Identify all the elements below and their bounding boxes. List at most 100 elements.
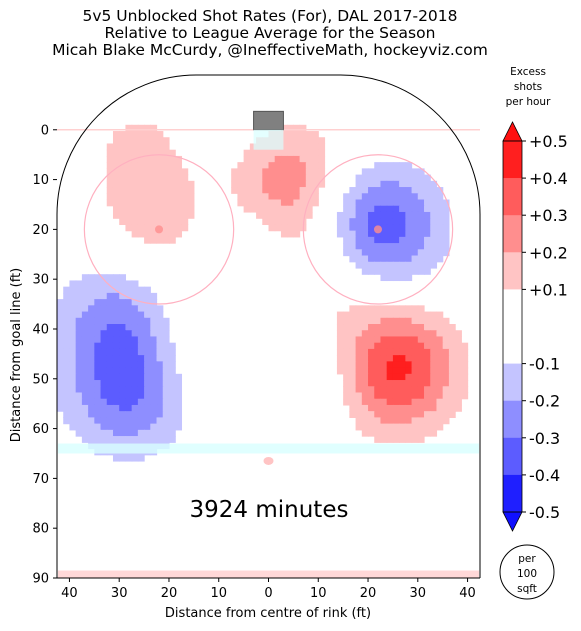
heat-cell	[343, 205, 350, 213]
heat-cell	[336, 336, 344, 344]
heat-cell	[436, 187, 444, 194]
faceoff-dot	[155, 225, 164, 234]
heat-cell	[249, 187, 257, 194]
heat-cell	[75, 373, 83, 381]
heat-cell	[144, 124, 151, 132]
heat-cell	[448, 355, 456, 362]
heat-cell	[112, 162, 120, 169]
heat-cell	[442, 205, 450, 213]
heat-cell	[349, 211, 357, 219]
heat-cell	[150, 398, 158, 406]
heat-cell	[63, 292, 71, 300]
heat-cell	[349, 311, 357, 319]
heat-cell	[442, 230, 450, 238]
heat-cell	[256, 193, 263, 201]
heat-cell	[405, 187, 413, 194]
heat-cell	[150, 187, 158, 194]
heat-cell	[448, 324, 456, 331]
heat-cell	[88, 311, 95, 319]
heat-cell	[162, 373, 170, 381]
heat-cell	[368, 367, 375, 375]
heat-cell	[280, 137, 288, 145]
heat-cell	[125, 299, 133, 306]
heat-cell	[137, 174, 145, 182]
heat-cell	[75, 292, 83, 300]
heat-cell	[368, 355, 375, 362]
heat-cell	[187, 193, 195, 201]
heat-cell	[386, 199, 394, 207]
heat-cell	[280, 124, 288, 132]
heat-cell	[392, 355, 400, 362]
heat-cell	[57, 330, 64, 338]
heat-cell	[374, 367, 382, 375]
heat-cell	[75, 355, 83, 362]
heat-cell	[424, 404, 431, 412]
heat-cell	[436, 211, 444, 219]
heat-cell	[436, 348, 444, 356]
heat-cell	[392, 330, 400, 338]
heat-cell	[293, 187, 301, 194]
heat-cell	[168, 392, 176, 400]
heat-cell	[455, 392, 462, 400]
heat-cell	[88, 386, 95, 394]
heat-cell	[168, 423, 176, 431]
heat-cell	[131, 187, 139, 194]
heat-cell	[175, 155, 183, 163]
heat-cell	[392, 398, 400, 406]
heat-cell	[392, 404, 400, 412]
heat-cell	[81, 348, 89, 356]
heat-cell	[75, 311, 83, 319]
heat-cell	[361, 398, 369, 406]
heat-cell	[399, 404, 406, 412]
heat-cell	[411, 373, 419, 381]
neutral-zone-dot	[263, 456, 274, 465]
heat-cell	[293, 193, 301, 201]
heat-cell	[386, 180, 394, 188]
heat-cell	[81, 317, 89, 325]
heat-cell	[100, 423, 108, 431]
heat-cell	[399, 429, 406, 437]
heat-cell	[243, 149, 251, 157]
heat-cell	[156, 342, 164, 350]
heat-cell	[106, 274, 114, 282]
heat-cell	[156, 149, 164, 157]
heat-cell	[368, 404, 375, 412]
heatmap-layer	[57, 124, 469, 462]
heat-cell	[162, 423, 170, 431]
heat-cell	[137, 149, 145, 157]
heat-cell	[125, 193, 133, 201]
colorbar: +0.5+0.4+0.3+0.2+0.1-0.1-0.2-0.3-0.4-0.5	[502, 121, 568, 532]
heat-cell	[392, 243, 400, 250]
faceoff-dot	[373, 225, 382, 234]
heat-cell	[361, 355, 369, 362]
heat-cell	[106, 299, 114, 306]
heat-cell	[399, 211, 406, 219]
chart-title: 5v5 Unblocked Shot Rates (For), DAL 2017…	[82, 7, 458, 25]
heat-cell	[137, 361, 145, 369]
heat-cell	[144, 336, 151, 344]
heat-cell	[100, 305, 108, 313]
heat-cell	[88, 436, 95, 443]
heat-cell	[94, 342, 102, 350]
heat-cell	[392, 255, 400, 263]
heat-cell	[305, 149, 313, 157]
heat-cell	[57, 336, 64, 344]
heat-cell	[430, 373, 438, 381]
heat-cell	[69, 305, 77, 313]
heat-cell	[125, 162, 133, 169]
heat-cell	[380, 429, 388, 437]
heat-cell	[125, 317, 133, 325]
heat-cell	[162, 180, 170, 188]
heat-cell	[355, 305, 363, 313]
heat-cell	[81, 411, 89, 418]
heat-cell	[112, 143, 120, 151]
heat-cell	[430, 317, 438, 325]
heat-cell	[106, 317, 114, 325]
heat-cell	[424, 249, 431, 257]
heat-cell	[268, 187, 276, 194]
heat-cell	[144, 299, 151, 306]
heat-cell	[144, 311, 151, 319]
heat-cell	[88, 336, 95, 344]
heat-cell	[430, 429, 438, 437]
heat-cell	[386, 218, 394, 226]
